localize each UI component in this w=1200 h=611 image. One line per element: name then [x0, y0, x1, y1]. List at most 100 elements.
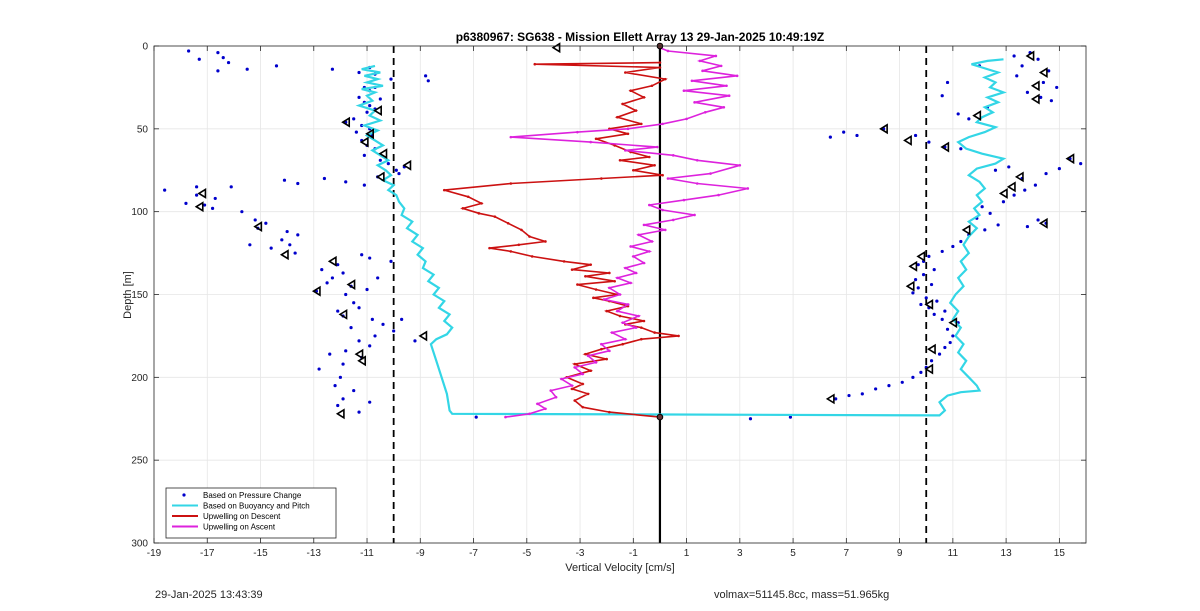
pressure-point: [748, 417, 753, 421]
triangle-marker: [879, 123, 888, 135]
series-marker: [642, 96, 646, 99]
series-marker: [695, 182, 699, 185]
axis-ticks: -19 -17 -15 -13 -11 -9 -7 -5 -3 -1 1 3 5 7 9 11 13 150501…: [131, 42, 1086, 559]
pressure-point: [967, 117, 971, 121]
triangle-marker: [365, 128, 374, 140]
series-marker: [549, 389, 553, 392]
series-marker: [613, 279, 616, 283]
series-marker: [573, 362, 577, 366]
series-marker: [647, 250, 651, 253]
series-marker: [701, 69, 704, 73]
triangle-marker: [418, 330, 428, 342]
series-marker: [517, 243, 521, 247]
footer-volmax-mass: volmax=51145.8cc, mass=51.965kg: [714, 589, 890, 601]
series-marker: [536, 402, 539, 406]
pressure-point: [389, 259, 393, 263]
series-marker: [581, 405, 585, 409]
pressure-point: [296, 233, 300, 237]
pressure-point: [373, 334, 377, 338]
series-marker: [661, 122, 664, 126]
pressure-point: [940, 317, 944, 321]
pressure-point: [921, 273, 926, 277]
pressure-point: [927, 254, 931, 258]
triangle-marker: [916, 250, 926, 262]
series-marker: [663, 77, 667, 81]
pressure-point: [378, 158, 382, 162]
series-marker: [586, 354, 590, 358]
triangle-marker: [279, 249, 289, 261]
series-marker: [634, 326, 638, 329]
pressure-point: [210, 206, 215, 210]
triangle-marker: [1030, 93, 1040, 105]
x-tick-label: -5: [522, 548, 531, 559]
pressure-point: [842, 130, 846, 134]
x-tick-label: -15: [253, 548, 268, 559]
y-tick-label: 250: [131, 456, 148, 467]
pressure-point: [368, 400, 372, 404]
triangle-marker: [1014, 171, 1024, 183]
series-marker: [647, 203, 651, 207]
series-marker: [658, 66, 662, 69]
pressure-point: [336, 309, 340, 313]
series-marker: [509, 182, 513, 185]
chart-title: p6380967: SG638 - Mission Ellett Array 1…: [456, 30, 824, 44]
pressure-point: [860, 392, 864, 396]
pressure-point: [341, 271, 345, 275]
series-marker: [695, 159, 699, 162]
pressure-point: [919, 370, 923, 374]
triangle-marker: [905, 280, 915, 292]
pressure-point: [376, 276, 380, 280]
pressure-point: [195, 185, 199, 189]
series-marker: [682, 89, 686, 93]
series-marker: [605, 309, 608, 313]
pressure-point: [1036, 218, 1040, 222]
series-marker: [685, 117, 688, 121]
series-marker: [466, 195, 470, 199]
pressure-point: [1020, 64, 1024, 68]
series-marker: [589, 140, 593, 144]
series-marker: [642, 223, 646, 227]
x-tick-label: 13: [1001, 548, 1013, 559]
series-marker: [560, 377, 563, 381]
series-marker: [488, 246, 491, 250]
series-marker: [661, 208, 664, 212]
series-marker: [608, 271, 611, 275]
series-marker: [528, 412, 531, 416]
pressure-point: [1047, 69, 1051, 73]
pressure-point: [269, 246, 273, 250]
y-tick-label: 150: [131, 290, 148, 301]
pressure-point: [1001, 200, 1006, 204]
series-marker: [573, 366, 577, 369]
triangle-marker: [924, 363, 934, 375]
series-marker: [570, 387, 574, 391]
pressure-point: [368, 344, 372, 348]
triangle-marker: [346, 279, 356, 290]
pressure-point: [1033, 183, 1038, 187]
series-marker: [624, 149, 627, 152]
pressure-point: [874, 387, 878, 391]
pressure-point: [386, 162, 390, 166]
x-axis-label: Vertical Velocity [cm/s]: [565, 562, 674, 574]
series-marker: [714, 54, 718, 58]
series-marker: [624, 266, 627, 270]
pressure-point: [932, 268, 936, 272]
pressure-point: [360, 253, 364, 257]
pressure-point: [336, 263, 340, 267]
pressure-point: [788, 415, 793, 419]
series-marker: [621, 321, 624, 324]
pressure-point: [1036, 57, 1040, 61]
pressure-point: [282, 178, 287, 182]
pressure-point: [240, 210, 244, 214]
series-marker: [637, 314, 640, 318]
series-marker: [581, 382, 585, 386]
pressure-point: [216, 51, 220, 55]
series-layer: [163, 46, 1083, 421]
series-marker: [589, 263, 593, 266]
legend-label: Based on Pressure Change: [203, 491, 302, 500]
series-marker: [594, 288, 598, 291]
legend: Based on Pressure Change Based on Buoyanc…: [165, 487, 337, 539]
y-tick-label: 100: [131, 207, 148, 218]
pressure-point: [197, 57, 201, 61]
pressure-point: [280, 238, 284, 242]
triangle-marker: [1025, 50, 1035, 62]
